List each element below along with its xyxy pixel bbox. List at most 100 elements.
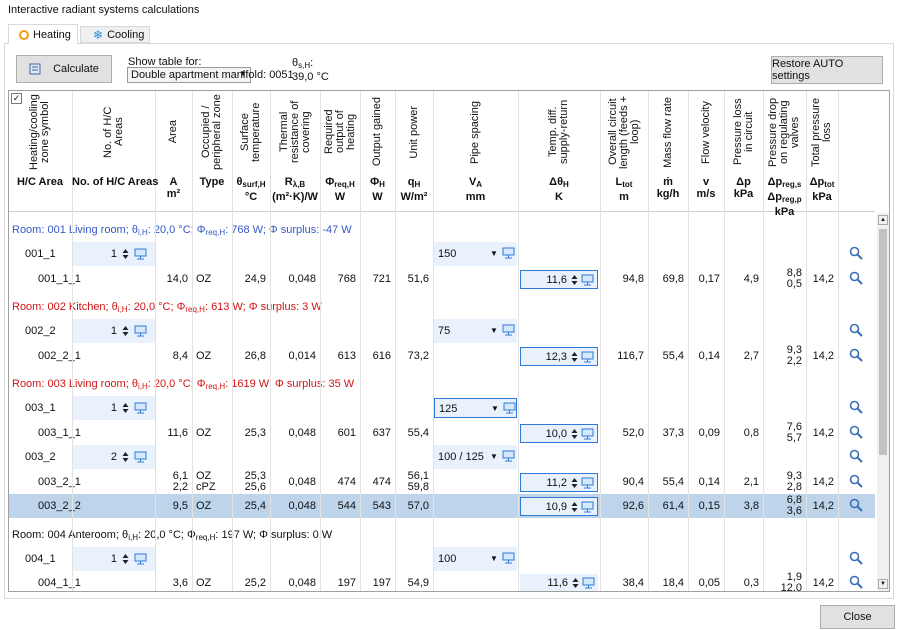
area-count-input[interactable]: 1 — [73, 319, 155, 343]
auto-icon[interactable] — [581, 428, 594, 443]
details-button[interactable] — [849, 551, 863, 568]
details-button[interactable] — [849, 474, 863, 491]
auto-icon[interactable] — [581, 477, 594, 492]
cell-dp: 0,8 — [724, 421, 763, 445]
spinner[interactable] — [572, 577, 579, 591]
cell-value: OZ — [196, 349, 212, 362]
auto-icon[interactable] — [502, 247, 515, 262]
cell-gained: 197 — [360, 571, 395, 591]
auto-icon[interactable] — [134, 402, 147, 417]
pipe-spacing-select[interactable]: 75 ▼ — [434, 319, 517, 343]
pipe-spacing-select[interactable]: 100 / 125 ▼ — [434, 445, 517, 469]
dtheta-input[interactable]: 11,2 — [520, 473, 598, 492]
subscript: req,H — [195, 532, 216, 542]
dtheta-value: 12,3 — [545, 351, 567, 363]
pipe-spacing-select[interactable]: 125 ▼ — [434, 398, 517, 418]
cell-line: 6,8 — [786, 494, 802, 506]
auto-icon[interactable] — [503, 402, 516, 417]
cell-dpreg: 7,6 5,7 — [763, 421, 806, 445]
zone-symbol: 003_2_2 — [38, 500, 81, 512]
room-heading: Room: 003 Living room; θi,H: 20,0 °C; Φr… — [12, 378, 354, 391]
symbol-line: No. of H/C Areas — [72, 176, 158, 188]
dtheta-input[interactable]: 11,6 — [520, 574, 598, 591]
cell-value: 26,8 — [244, 349, 266, 362]
details-button[interactable] — [849, 425, 863, 442]
details-button[interactable] — [849, 575, 863, 591]
area-count-input[interactable]: 1 — [73, 242, 155, 266]
details-button[interactable] — [849, 348, 863, 365]
pipe-spacing-select[interactable]: 100 ▼ — [434, 547, 517, 571]
column-title: Occupied / peripheral zone — [200, 94, 223, 170]
text: A — [169, 176, 178, 188]
spinner[interactable] — [571, 274, 578, 289]
tab-heading[interactable]: Heating — [8, 24, 78, 44]
scroll-up[interactable]: ▲ — [878, 215, 888, 225]
auto-icon[interactable] — [502, 552, 515, 567]
cell-dptot: 14,2 — [806, 571, 838, 591]
cell-value: 25,4 — [244, 499, 266, 512]
auto-icon[interactable] — [502, 450, 515, 465]
pipe-spacing-select[interactable]: 150 ▼ — [434, 242, 517, 266]
auto-icon[interactable] — [134, 553, 147, 568]
details-button[interactable] — [849, 246, 863, 263]
dtheta-input[interactable]: 12,3 — [520, 347, 598, 366]
spinner[interactable] — [571, 501, 578, 516]
auto-icon[interactable] — [502, 324, 515, 339]
auto-icon[interactable] — [134, 248, 147, 263]
scroll-down[interactable]: ▼ — [878, 579, 888, 589]
close-button[interactable]: Close — [820, 605, 895, 629]
details-button[interactable] — [849, 323, 863, 340]
details-button[interactable] — [849, 400, 863, 417]
scrollbar[interactable]: ▲ ▼ — [877, 213, 889, 591]
cell-r: 0,048 — [270, 494, 320, 518]
auto-icon[interactable] — [582, 577, 595, 591]
cell-gained: 474 — [360, 470, 395, 494]
tab-cooling[interactable]: ❄ Cooling — [80, 26, 150, 43]
spacing-value: 100 — [438, 553, 457, 565]
spinner[interactable] — [122, 553, 129, 568]
auto-icon[interactable] — [134, 451, 147, 466]
spinner[interactable] — [122, 325, 129, 340]
area-count-input[interactable]: 2 — [73, 445, 155, 469]
column-unit: K — [555, 191, 563, 203]
details-button[interactable] — [849, 449, 863, 466]
column-divider — [320, 91, 321, 591]
cell-r: 0,048 — [270, 267, 320, 291]
dtheta-input[interactable]: 10,9 — [520, 497, 598, 516]
subscript: tot — [622, 180, 633, 189]
cell-value: 14,2 — [812, 272, 834, 285]
dtheta-input[interactable]: 10,0 — [520, 424, 598, 443]
dtheta-input[interactable]: 11,6 — [520, 270, 598, 289]
cell-line: 25,3 — [244, 470, 266, 482]
calculate-button[interactable]: Calculate — [16, 55, 112, 83]
area-count-input[interactable]: 1 — [73, 396, 155, 420]
show-table-label: Show table for: — [128, 56, 202, 68]
restore-button[interactable]: Restore AUTO settings — [771, 56, 883, 84]
manifold-select[interactable]: Double apartment manifold: 0051 ▼ — [127, 67, 294, 83]
area-count-input[interactable]: 1 — [73, 547, 155, 571]
details-button[interactable] — [849, 498, 863, 515]
count-value: 1 — [110, 402, 117, 414]
spinner[interactable] — [122, 451, 129, 466]
spinner[interactable] — [571, 477, 578, 492]
cell-r: 0,048 — [270, 421, 320, 445]
select-all-checkbox[interactable]: ✓ — [11, 93, 22, 104]
auto-icon[interactable] — [581, 501, 594, 516]
auto-icon[interactable] — [581, 274, 594, 289]
spinner[interactable] — [571, 351, 578, 366]
text: Δp — [736, 176, 751, 188]
spinner[interactable] — [571, 428, 578, 443]
scroll-thumb[interactable] — [879, 229, 887, 455]
column-title: Surface temperature — [239, 102, 262, 162]
auto-icon[interactable] — [134, 325, 147, 340]
auto-icon[interactable] — [581, 351, 594, 366]
spinner[interactable] — [122, 248, 129, 263]
spinner[interactable] — [122, 402, 129, 417]
subscript: H — [563, 180, 569, 189]
column-header: Required output of heating — [320, 92, 360, 172]
details-button[interactable] — [849, 271, 863, 288]
column-unit: kPa — [812, 191, 832, 203]
cell-req: 768 — [320, 267, 360, 291]
cell-dp: 4,9 — [724, 267, 763, 291]
